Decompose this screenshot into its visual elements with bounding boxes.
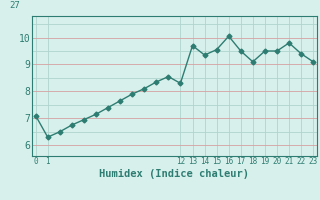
X-axis label: Humidex (Indice chaleur): Humidex (Indice chaleur) xyxy=(100,169,249,179)
Text: 27: 27 xyxy=(9,1,20,10)
